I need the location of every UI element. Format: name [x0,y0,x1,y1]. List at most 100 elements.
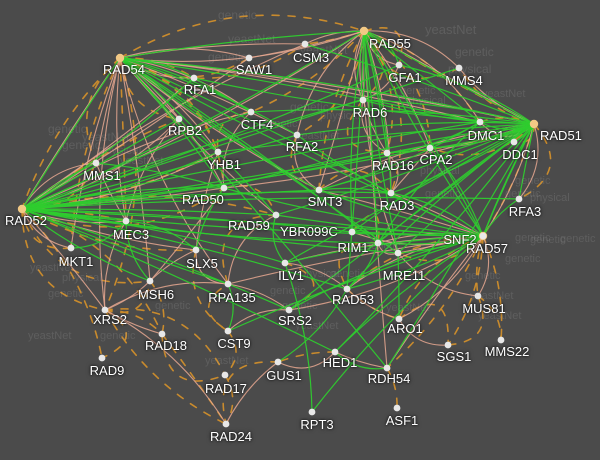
graph-edge [21,134,298,210]
graph-edge [70,220,127,249]
graph-edge [363,30,484,237]
graph-node-rad24[interactable] [222,420,230,428]
graph-node-rad52[interactable] [17,204,27,214]
graph-edge [227,309,290,332]
graph-node-rpb2[interactable] [175,115,183,123]
graph-edge [21,77,195,210]
graph-node-ilv1[interactable] [281,259,289,267]
graph-node-dmc1[interactable] [476,118,484,126]
graph-edge [21,208,336,353]
graph-edge [119,57,229,285]
graph-node-smt3[interactable] [315,186,323,194]
graph-node-aro1[interactable] [395,315,403,323]
graph-node-mus81[interactable] [474,292,482,300]
graph-edge [350,30,365,233]
graph-node-rpt3[interactable] [308,408,316,416]
graph-node-rad57[interactable] [479,232,487,240]
graph-edge [311,235,484,413]
graph-edge [363,30,431,149]
graph-node-rad50[interactable] [220,184,228,192]
graph-edge [21,208,348,290]
graph-node-hed1[interactable] [331,348,339,356]
graph-node-slx5[interactable] [192,246,200,254]
graph-edge [21,208,286,264]
graph-node-asf1[interactable] [393,404,401,412]
graph-edge [104,280,151,314]
graph-node-rad53[interactable] [343,285,351,293]
graph-node-rfa1[interactable] [190,74,198,82]
graph-node-xrs2[interactable] [101,306,109,314]
graph-node-csm3[interactable] [301,40,309,48]
graph-edge [294,134,320,191]
graph-edge [21,57,121,210]
graph-edge [363,30,388,154]
graph-node-yhb1[interactable] [214,148,222,156]
graph-edge [363,30,399,254]
graph-edge [296,30,365,136]
graph-node-ddc1[interactable] [510,138,518,146]
graph-node-srs2[interactable] [285,306,293,314]
graph-edge [386,235,484,369]
graph-edge [377,121,481,244]
graph-edge [119,57,195,79]
graph-node-gus1[interactable] [274,358,282,366]
graph-edge [21,208,151,282]
graph-node-rad59[interactable] [272,211,280,219]
graph-node-sgs1[interactable] [444,341,452,349]
graph-node-rad54[interactable] [115,53,125,63]
graph-node-rpa135[interactable] [224,280,232,288]
graph-edge [518,123,539,200]
graph-node-mec3[interactable] [122,217,130,225]
graph-node-rfa3[interactable] [515,195,523,203]
graph-edge [21,208,106,311]
graph-edge [318,189,484,237]
graph-node-rad9[interactable] [98,354,106,362]
graph-edge [390,192,484,237]
graph-node-ybr099c[interactable] [348,228,356,236]
graph-edge [119,57,151,282]
graph-node-cpa2[interactable] [426,144,434,152]
graph-node-mms22[interactable] [497,336,505,344]
graph-node-mms1[interactable] [92,159,100,167]
graph-node-mms4[interactable] [455,64,463,72]
graph-edge [21,208,484,237]
graph-edge [363,30,535,125]
graph-node-mkt1[interactable] [67,244,75,252]
graph-edge [21,162,97,210]
graph-edge [284,235,484,264]
graph-edge [223,187,484,237]
graph-node-rad6[interactable] [359,96,367,104]
graph-edge [277,288,348,363]
graph-node-gfa1[interactable] [395,61,403,69]
graph-node-rad16[interactable] [383,149,391,157]
graph-node-cst9[interactable] [224,327,232,335]
graph-node-rad51[interactable] [529,119,539,129]
graph-node-rad55[interactable] [359,26,369,36]
graph-edge [346,235,484,290]
graph-edge [227,214,277,285]
graph-edge [227,283,234,332]
graph-node-saw1[interactable] [245,54,253,62]
graph-edge [351,123,535,233]
graph-edge [21,208,290,311]
graph-edge [21,121,481,210]
graph-edge [363,30,535,125]
node-markers[interactable] [17,26,539,428]
graph-node-mre11[interactable] [394,249,402,257]
graph-edge [119,57,399,254]
graph-node-rdh54[interactable] [383,364,391,372]
graph-edge [21,208,399,254]
graph-edge [104,309,163,335]
graph-node-ctf4[interactable] [247,108,255,116]
graph-node-rad3[interactable] [387,189,395,197]
graph-edge [334,123,535,353]
graph-edge [277,351,336,369]
graph-node-rim1[interactable] [374,239,382,247]
graph-node-rfa2[interactable] [293,131,301,139]
graph-edge [398,235,484,320]
graph-node-rad17[interactable] [221,371,229,379]
graph-node-msh6[interactable] [146,277,154,285]
graph-node-rad18[interactable] [158,330,166,338]
